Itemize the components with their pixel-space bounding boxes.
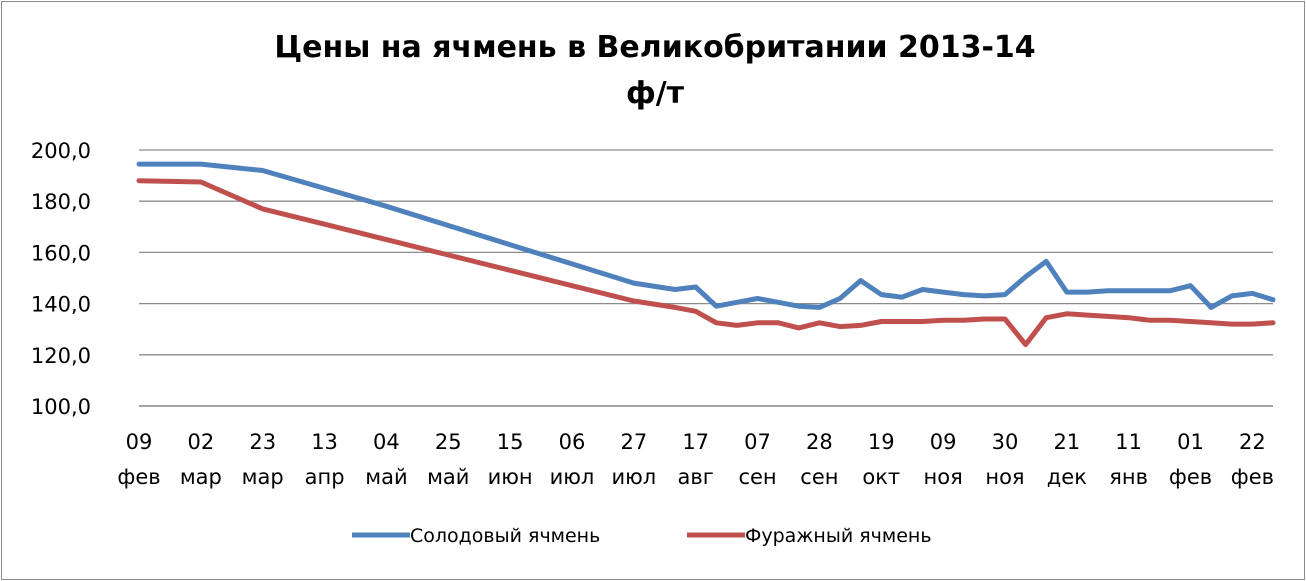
legend-label: Солодовый ячмень: [410, 525, 600, 547]
x-tick-day: 09: [126, 430, 153, 454]
x-tick-day: 28: [806, 430, 833, 454]
y-axis-ticks: 100,0 120,0 140,0 160,0 180,0 200,0: [31, 139, 91, 419]
y-tick-label: 140,0: [31, 293, 91, 317]
x-tick-day: 22: [1239, 430, 1266, 454]
x-tick-month: фев: [1169, 465, 1212, 489]
x-tick-month: дек: [1047, 465, 1087, 489]
x-tick-day: 27: [620, 430, 647, 454]
chart-subtitle: ф/т: [626, 76, 685, 111]
x-tick-month: окт: [862, 465, 900, 489]
x-tick-month: ноя: [985, 465, 1024, 489]
x-tick-month: янв: [1109, 465, 1148, 489]
x-tick-month: май: [427, 465, 469, 489]
x-tick-day: 06: [559, 430, 586, 454]
x-tick-day: 19: [868, 430, 895, 454]
x-tick-month: сен: [800, 465, 838, 489]
x-tick-month: авг: [678, 465, 714, 489]
x-tick-day: 02: [187, 430, 214, 454]
x-tick-day: 25: [435, 430, 462, 454]
y-tick-label: 180,0: [31, 190, 91, 214]
x-tick-month: фев: [1231, 465, 1274, 489]
x-tick-month: мар: [180, 465, 222, 489]
x-tick-day: 09: [930, 430, 957, 454]
x-tick-day: 23: [249, 430, 276, 454]
x-tick-day: 04: [373, 430, 400, 454]
series-line-2: [136, 178, 1276, 348]
x-tick-day: 11: [1115, 430, 1142, 454]
x-tick-day: 15: [497, 430, 524, 454]
x-tick-month: фев: [117, 465, 160, 489]
x-tick-month: ноя: [923, 465, 962, 489]
x-tick-day: 07: [744, 430, 771, 454]
x-tick-month: июн: [488, 465, 533, 489]
gridlines: [139, 149, 1273, 407]
y-tick-label: 100,0: [31, 395, 91, 419]
x-tick-month: сен: [738, 465, 776, 489]
x-tick-day: 21: [1053, 430, 1080, 454]
legend-label: Фуражный ячмень: [745, 525, 932, 547]
x-tick-month: мар: [242, 465, 284, 489]
series-line-1: [136, 161, 1276, 310]
legend: Солодовый ячмень Фуражный ячмень: [352, 525, 932, 547]
chart-title: Цены на ячмень в Великобритании 2013-14: [274, 30, 1035, 65]
y-tick-label: 160,0: [31, 241, 91, 265]
y-tick-label: 120,0: [31, 344, 91, 368]
x-tick-month: июл: [550, 465, 595, 489]
x-tick-day: 17: [682, 430, 709, 454]
x-tick-month: май: [365, 465, 407, 489]
series-lines: [136, 161, 1276, 348]
y-tick-label: 200,0: [31, 139, 91, 163]
x-tick-day: 13: [311, 430, 338, 454]
x-tick-month: апр: [305, 465, 345, 489]
x-tick-day: 01: [1177, 430, 1204, 454]
x-tick-day: 30: [992, 430, 1019, 454]
x-tick-month: июл: [611, 465, 656, 489]
x-axis-ticks: 09 фев 02 мар 23 мар 13 апр 04 май 25 май 15 июн 06 июл…: [117, 430, 1274, 489]
